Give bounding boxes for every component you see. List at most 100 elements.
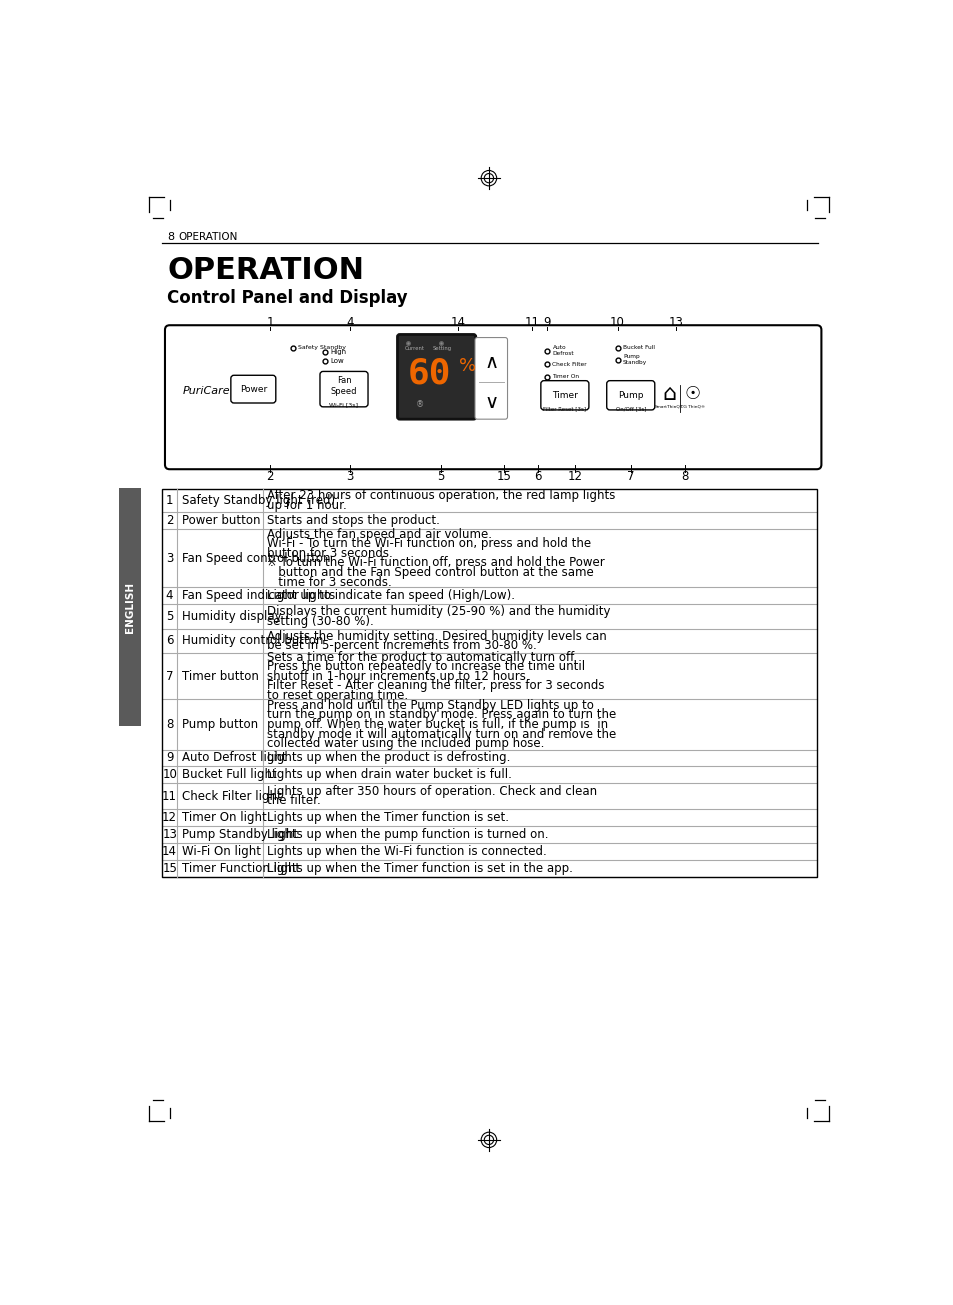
Text: 14: 14 [450, 316, 465, 329]
Text: Auto Defrost light: Auto Defrost light [182, 752, 286, 765]
Text: Timer button: Timer button [182, 669, 258, 683]
Text: 12: 12 [162, 810, 177, 823]
Text: SmartThinQ™: SmartThinQ™ [654, 405, 684, 408]
Text: Timer On light: Timer On light [182, 810, 267, 823]
Text: Sets a time for the product to automatically turn off.: Sets a time for the product to automatic… [267, 651, 577, 664]
Text: Fan Speed indicator lights: Fan Speed indicator lights [182, 589, 335, 602]
Text: ∧: ∧ [483, 354, 497, 372]
Text: 1: 1 [266, 316, 274, 329]
Text: Pump Standby light: Pump Standby light [182, 827, 298, 840]
Text: 60: 60 [407, 356, 451, 390]
Text: Press and hold until the Pump Standby LED lights up to: Press and hold until the Pump Standby LE… [267, 698, 594, 711]
Text: Lights up when drain water bucket is full.: Lights up when drain water bucket is ful… [267, 769, 512, 782]
Text: 13: 13 [667, 316, 682, 329]
Text: Fan Speed control button: Fan Speed control button [182, 552, 330, 565]
Text: shutoff in 1-hour increments up to 12 hours.: shutoff in 1-hour increments up to 12 ho… [267, 669, 529, 683]
Text: time for 3 seconds.: time for 3 seconds. [267, 576, 392, 589]
Text: ⌂: ⌂ [661, 384, 676, 403]
Text: Low: Low [330, 359, 343, 364]
Text: 8: 8 [166, 718, 173, 731]
Text: the filter.: the filter. [267, 795, 321, 808]
Text: Check Filter light: Check Filter light [182, 790, 281, 803]
Text: 9: 9 [166, 752, 173, 765]
Text: Control Panel and Display: Control Panel and Display [167, 288, 408, 307]
Text: to reset operating time.: to reset operating time. [267, 689, 408, 702]
Text: Bucket Full: Bucket Full [622, 345, 655, 350]
Text: pump off. When the water bucket is full, if the pump is  in: pump off. When the water bucket is full,… [267, 718, 608, 731]
Text: Wi-Fi - To turn the Wi-Fi function on, press and hold the: Wi-Fi - To turn the Wi-Fi function on, p… [267, 538, 591, 551]
FancyBboxPatch shape [231, 376, 275, 403]
Text: Starts and stops the product.: Starts and stops the product. [267, 514, 439, 527]
Text: Current: Current [404, 346, 424, 351]
Text: 6: 6 [166, 634, 173, 647]
Text: On/Off [3s]: On/Off [3s] [615, 406, 645, 411]
FancyBboxPatch shape [165, 325, 821, 470]
Text: Timer Function light: Timer Function light [182, 861, 300, 874]
Text: Bucket Full light: Bucket Full light [182, 769, 276, 782]
Text: 15: 15 [497, 470, 512, 483]
Text: Humidity display: Humidity display [182, 609, 281, 622]
Text: Auto
Defrost: Auto Defrost [552, 346, 574, 356]
Text: 3: 3 [166, 552, 173, 565]
Text: collected water using the included pump hose.: collected water using the included pump … [267, 737, 544, 750]
Text: 5: 5 [166, 609, 173, 622]
Text: 3: 3 [346, 470, 354, 483]
Text: Humidity control button: Humidity control button [182, 634, 323, 647]
Text: Light up to indicate fan speed (High/Low).: Light up to indicate fan speed (High/Low… [267, 589, 515, 602]
Text: 10: 10 [162, 769, 177, 782]
Bar [162, 489, 816, 877]
Text: ®: ® [416, 401, 424, 408]
Text: Filter Reset - After cleaning the filter, press for 3 seconds: Filter Reset - After cleaning the filter… [267, 680, 604, 693]
Text: 14: 14 [162, 844, 177, 857]
Text: 15: 15 [162, 861, 177, 874]
Text: 8: 8 [680, 470, 688, 483]
Text: 5: 5 [436, 470, 444, 483]
Text: OPERATION: OPERATION [167, 256, 364, 284]
Text: High: High [330, 350, 346, 355]
Text: 8: 8 [167, 232, 174, 243]
Text: Press the button repeatedly to increase the time until: Press the button repeatedly to increase … [267, 660, 585, 673]
Text: Wi-Fi [3s]: Wi-Fi [3s] [329, 403, 358, 407]
Text: Pump button: Pump button [182, 718, 258, 731]
Text: Filter Reset [3s]: Filter Reset [3s] [543, 406, 586, 411]
Text: ☉: ☉ [684, 385, 700, 403]
Text: ∨: ∨ [483, 394, 497, 412]
Text: ENGLISH: ENGLISH [125, 582, 135, 633]
Text: 11: 11 [162, 790, 177, 803]
Text: Fan
Speed: Fan Speed [331, 376, 356, 397]
Text: Pump
Standby: Pump Standby [622, 355, 646, 365]
Text: 4: 4 [346, 316, 354, 329]
Text: 4: 4 [166, 589, 173, 602]
Text: Lights up when the Timer function is set in the app.: Lights up when the Timer function is set… [267, 861, 573, 874]
Text: Safety Standby: Safety Standby [298, 345, 346, 350]
Text: up for 1 hour.: up for 1 hour. [267, 499, 347, 512]
Text: Setting: Setting [433, 346, 452, 351]
Text: setting (30-80 %).: setting (30-80 %). [267, 615, 374, 628]
Text: Wi-Fi On light: Wi-Fi On light [182, 844, 261, 857]
Text: PuriCare: PuriCare [182, 386, 230, 397]
Text: standby mode it will automatically turn on and remove the: standby mode it will automatically turn … [267, 728, 616, 741]
FancyBboxPatch shape [606, 381, 654, 410]
Text: 10: 10 [610, 316, 624, 329]
Text: Timer On: Timer On [552, 375, 578, 380]
Text: turn the pump on in standby mode. Press again to turn the: turn the pump on in standby mode. Press … [267, 709, 616, 722]
Text: Safety Standby light (red): Safety Standby light (red) [182, 495, 335, 508]
Text: Adjusts the fan speed and air volume.: Adjusts the fan speed and air volume. [267, 527, 492, 540]
Text: ※ To turn the Wi-Fi function off, press and hold the Power: ※ To turn the Wi-Fi function off, press … [267, 556, 604, 569]
Bar [119, 488, 141, 727]
Text: LG ThinQ®: LG ThinQ® [679, 405, 704, 408]
Text: Displays the current humidity (25-90 %) and the humidity: Displays the current humidity (25-90 %) … [267, 606, 610, 619]
Text: Lights up after 350 hours of operation. Check and clean: Lights up after 350 hours of operation. … [267, 784, 597, 797]
FancyBboxPatch shape [319, 372, 368, 407]
Text: 13: 13 [162, 827, 177, 840]
Text: Adjusts the humidity setting. Desired humidity levels can: Adjusts the humidity setting. Desired hu… [267, 629, 606, 642]
FancyBboxPatch shape [540, 381, 588, 410]
Text: 12: 12 [567, 470, 582, 483]
Text: Lights up when the pump function is turned on.: Lights up when the pump function is turn… [267, 827, 548, 840]
Text: Lights up when the Timer function is set.: Lights up when the Timer function is set… [267, 810, 509, 823]
Text: Pump: Pump [618, 390, 643, 399]
Text: Power button: Power button [182, 514, 260, 527]
Text: Lights up when the Wi-Fi function is connected.: Lights up when the Wi-Fi function is con… [267, 844, 546, 857]
Text: 7: 7 [626, 470, 634, 483]
Text: 2: 2 [266, 470, 274, 483]
